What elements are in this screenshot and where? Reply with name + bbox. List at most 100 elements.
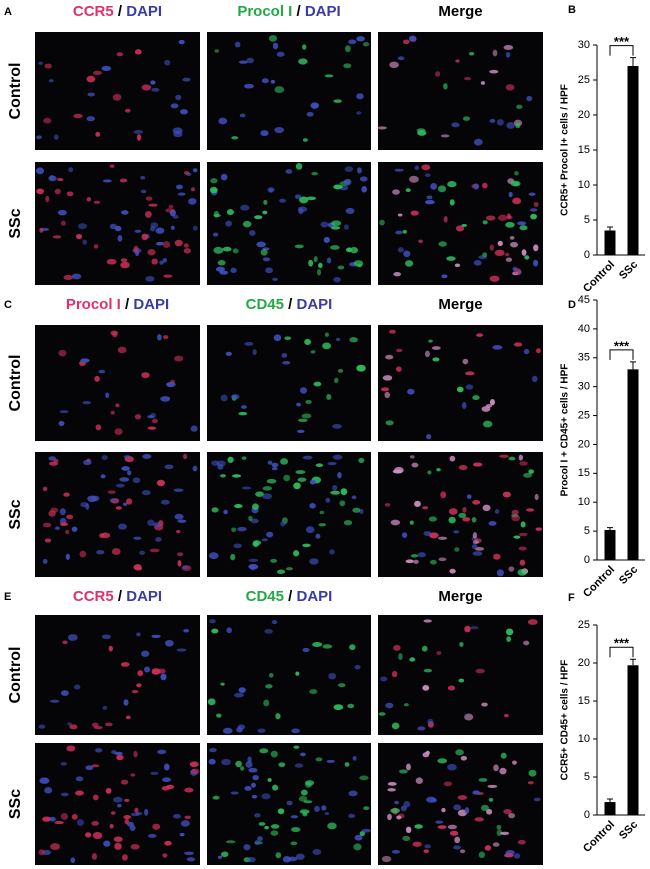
cell <box>159 260 164 265</box>
cell <box>225 840 236 844</box>
cell <box>513 535 521 539</box>
cell <box>395 230 403 235</box>
cell <box>402 229 407 234</box>
cell <box>94 375 100 382</box>
cell <box>134 49 142 55</box>
cell <box>315 757 323 762</box>
cell <box>83 459 92 466</box>
cell <box>482 182 488 189</box>
cell <box>179 832 185 837</box>
cell <box>85 832 92 838</box>
header-segment: Merge <box>438 296 482 313</box>
cell <box>240 405 247 409</box>
cell <box>464 76 472 81</box>
cell <box>217 464 224 470</box>
cell <box>349 644 356 651</box>
cell <box>276 569 286 574</box>
cell <box>506 213 511 220</box>
header-segment: DAPI <box>305 3 341 20</box>
error-bar <box>607 527 613 530</box>
cell <box>44 63 52 69</box>
cell <box>398 769 408 774</box>
cell <box>431 797 438 803</box>
cell <box>275 713 281 720</box>
cell <box>394 168 404 172</box>
cell <box>107 490 116 494</box>
header-segment: Procol I <box>237 3 292 20</box>
cell <box>454 547 460 552</box>
bar <box>627 369 639 560</box>
header-segment: Procol I <box>66 296 121 313</box>
y-tick-label: 0 <box>584 249 590 261</box>
cell <box>192 168 198 173</box>
cell <box>356 364 366 372</box>
cell <box>482 220 488 225</box>
cell <box>112 93 122 101</box>
cell <box>385 420 394 426</box>
cell <box>382 375 393 381</box>
cell <box>160 396 171 402</box>
cell <box>345 207 355 215</box>
cell <box>58 209 67 216</box>
cell <box>133 130 144 134</box>
cell <box>508 456 516 461</box>
cell <box>451 122 460 128</box>
cell <box>462 517 471 522</box>
cell <box>519 559 526 566</box>
cell <box>340 488 348 496</box>
cell <box>111 548 121 555</box>
cell <box>211 507 219 513</box>
header-segment: / <box>114 3 127 20</box>
cell <box>290 841 298 846</box>
cell <box>291 728 300 734</box>
cell <box>234 692 244 698</box>
cell <box>272 784 279 791</box>
cell <box>36 188 44 195</box>
cell <box>361 828 371 833</box>
cell <box>256 241 266 248</box>
cell <box>508 812 516 819</box>
cell <box>488 797 494 802</box>
cell <box>460 755 468 761</box>
cell <box>318 523 327 527</box>
cell <box>133 245 139 253</box>
header-segment: CCR5 <box>73 3 114 20</box>
cell <box>240 766 245 771</box>
cell <box>177 560 182 567</box>
cell <box>210 178 218 184</box>
cell <box>533 202 539 207</box>
cell <box>164 464 174 470</box>
cell <box>362 42 370 47</box>
cell <box>134 229 142 233</box>
cell <box>312 848 322 856</box>
cell <box>469 52 475 56</box>
cell <box>424 173 431 178</box>
cell <box>385 702 394 709</box>
cell <box>424 199 435 205</box>
cell <box>437 825 447 829</box>
cell <box>184 787 194 793</box>
cell <box>447 685 456 691</box>
cell <box>220 682 225 686</box>
y-tick-label: 35 <box>578 352 590 364</box>
cell <box>395 366 402 372</box>
cell <box>348 790 358 797</box>
cell <box>144 808 149 816</box>
cell <box>52 235 62 239</box>
cell <box>361 185 368 193</box>
cell <box>384 391 391 399</box>
cell <box>262 257 270 262</box>
cell <box>266 478 277 484</box>
cell <box>120 258 128 263</box>
cell <box>209 619 216 624</box>
cell <box>141 489 151 496</box>
cell <box>449 199 455 206</box>
cell <box>474 817 484 822</box>
cell <box>435 71 441 77</box>
cell <box>336 337 341 342</box>
cell <box>222 246 232 252</box>
cell <box>411 462 419 468</box>
cell <box>455 225 465 232</box>
cell <box>333 276 341 283</box>
header-segment: DAPI <box>126 3 162 20</box>
